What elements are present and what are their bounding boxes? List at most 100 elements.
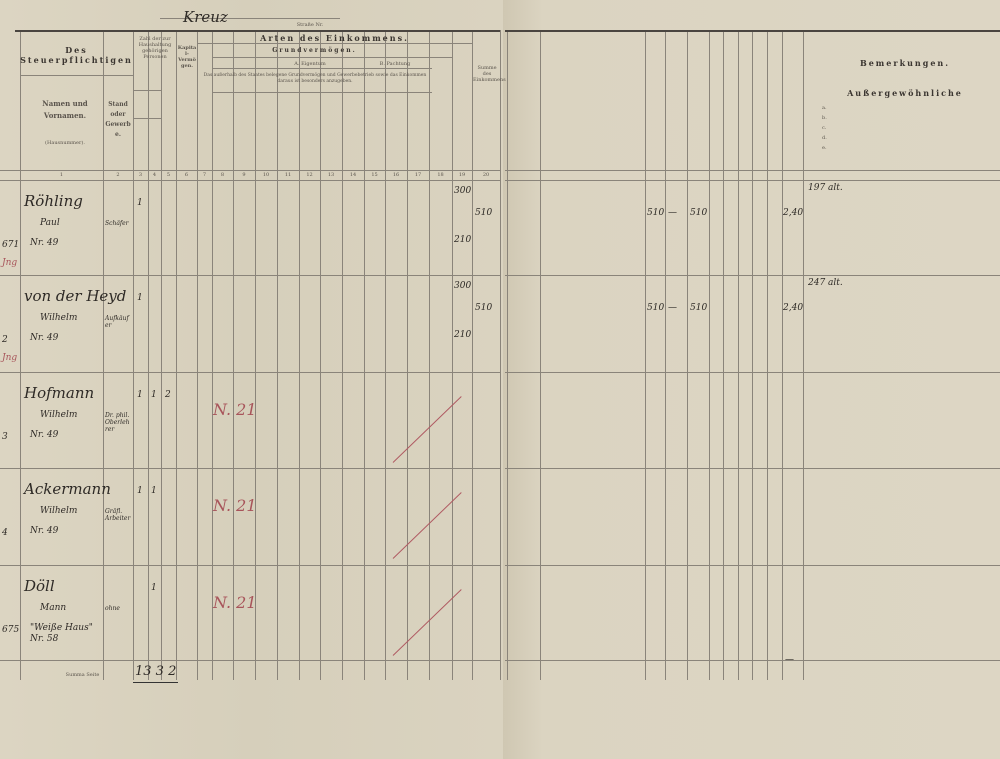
rule-line — [709, 30, 710, 680]
rule-line — [342, 30, 343, 680]
first-name: Wilhelm — [40, 410, 78, 420]
household-count: 1 — [151, 390, 157, 400]
column-number: 12 — [306, 172, 313, 178]
rule-line — [161, 30, 162, 680]
rule-line — [299, 30, 300, 680]
rule-line — [103, 30, 104, 680]
column-number: 8 — [220, 172, 225, 178]
column-number: 9 — [242, 172, 246, 178]
house-number: "Weiße Haus" Nr. 58 — [30, 623, 93, 644]
surname: von der Heyd — [24, 287, 127, 305]
column-number: 15 — [371, 172, 378, 178]
rule-line — [0, 275, 500, 276]
column-number: 7 — [202, 172, 207, 178]
row-number: 3 — [2, 432, 8, 442]
rule-line — [507, 30, 508, 680]
rule-line — [320, 30, 321, 680]
rule-line — [277, 30, 278, 680]
surname: Ackermann — [24, 480, 111, 498]
house-number: Nr. 49 — [30, 526, 59, 536]
rule-line — [0, 660, 500, 661]
rule-line — [133, 118, 161, 119]
column-number: 11 — [284, 172, 292, 178]
house-number: Nr. 49 — [30, 333, 59, 343]
tax-amount: 2,40 — [783, 303, 804, 313]
surname: Röhling — [24, 192, 83, 210]
rule-line — [472, 30, 473, 680]
rule-line — [452, 30, 453, 680]
household-count: 1 — [137, 293, 143, 303]
footer-values: 13 3 2 — [135, 664, 177, 679]
rule-line — [505, 660, 1000, 661]
rule-line — [212, 57, 452, 58]
col-names-sub: (Hausnummer). — [45, 140, 85, 146]
surname: Döll — [24, 577, 55, 595]
row-number: 671 — [2, 240, 20, 250]
rule-line — [500, 30, 501, 680]
extraordinary-title: Außergewöhnliche — [847, 88, 963, 98]
column-number: 10 — [262, 172, 270, 178]
left-page — [0, 0, 503, 759]
rule-line — [0, 180, 500, 181]
rule-line — [0, 170, 500, 171]
column-number: 4 — [152, 172, 157, 178]
rule-line — [0, 372, 500, 373]
rule-line — [364, 30, 365, 680]
footer-label: Summa Seite — [65, 672, 100, 678]
dash: — — [668, 208, 677, 218]
assessed: 510 — [647, 303, 665, 313]
column-number: 16 — [392, 172, 400, 178]
income-b: 210 — [454, 235, 472, 245]
stand: Aufkäufer — [105, 315, 129, 329]
household-count: 1 — [137, 198, 143, 208]
col-names-header: Namen und Vornamen. — [42, 99, 88, 120]
stand: Gräfl. Arbeiter — [105, 508, 131, 522]
rule-line — [645, 30, 646, 680]
rule-line — [0, 468, 500, 469]
eigentum-header: A. Eigentum — [294, 61, 326, 67]
remark: 197 alt. — [808, 183, 843, 193]
remark: 247 alt. — [808, 278, 843, 288]
rule-line — [176, 30, 177, 680]
income-a: 300 — [454, 186, 472, 196]
rule-line — [429, 30, 430, 680]
rule-line — [148, 30, 149, 680]
rule-line — [20, 30, 21, 680]
pachtung-header: B. Pachtung — [379, 61, 411, 67]
rule-line — [540, 30, 541, 680]
rule-line — [505, 170, 1000, 171]
income-a: 300 — [454, 281, 472, 291]
first-name: Wilhelm — [40, 506, 78, 516]
street-name: Kreuz — [183, 8, 228, 26]
rule-line — [133, 90, 161, 91]
row-mark: Jng — [2, 258, 18, 268]
column-number: 18 — [437, 172, 444, 178]
rule-line — [385, 30, 386, 680]
total-income: 510 — [475, 303, 493, 313]
rule-line — [212, 30, 213, 680]
household-count: 1 — [151, 583, 157, 593]
rule-line — [20, 75, 133, 76]
rule-line — [803, 30, 804, 680]
rule-line — [197, 43, 472, 44]
first-name: Mann — [40, 603, 67, 613]
rule-line — [752, 30, 753, 680]
column-number: 19 — [458, 172, 466, 178]
red-note: N. 21 — [213, 593, 257, 612]
rule-line — [665, 30, 666, 680]
rule-line — [505, 275, 1000, 276]
rule-line — [782, 30, 783, 680]
rule-line — [197, 30, 198, 680]
stand: Dr. phil. Oberlehrer — [105, 412, 130, 433]
house-number: Nr. 49 — [30, 430, 59, 440]
rule-line — [505, 30, 1000, 32]
col-capital-header: Kapital-Vermögen. — [177, 45, 197, 69]
row-mark: Jng — [2, 353, 18, 363]
right-page — [503, 0, 1000, 759]
rule-line — [407, 30, 408, 680]
red-note: N. 21 — [213, 496, 257, 515]
column-number: 1 — [59, 172, 64, 178]
assessed-2: 510 — [690, 208, 708, 218]
col-stand-header: Stand oder Gewerbe. — [105, 101, 131, 138]
assessed: 510 — [647, 208, 665, 218]
